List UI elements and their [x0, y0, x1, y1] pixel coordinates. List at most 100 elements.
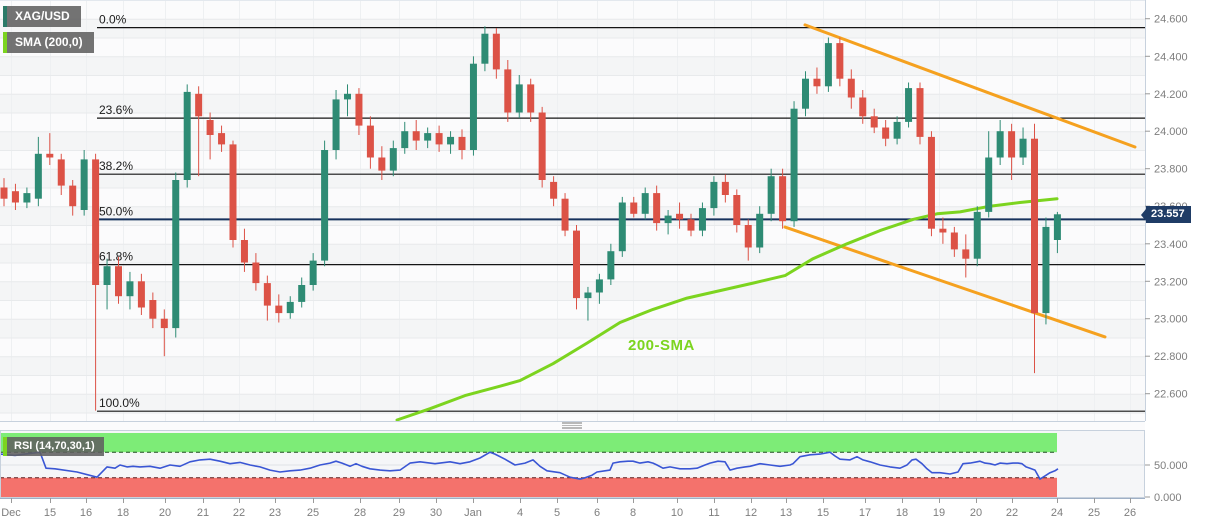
candle-body — [355, 93, 363, 126]
candle-body — [550, 181, 558, 199]
date-tick-label: 6 — [594, 507, 600, 519]
candle-body — [321, 150, 329, 261]
date-tick-label: 5 — [554, 507, 560, 519]
candle-body — [458, 136, 466, 150]
plot-stripe — [0, 225, 1145, 244]
rsi-line — [0, 451, 1059, 480]
candle-body — [389, 148, 397, 171]
symbol-legend-chip[interactable]: XAG/USD — [3, 6, 81, 27]
sma-legend-label: SMA (200,0) — [15, 35, 83, 49]
date-tick-label: 21 — [197, 507, 209, 519]
candle-body — [263, 283, 271, 306]
date-tick-label: 24 — [1051, 507, 1063, 519]
candle-body — [802, 78, 809, 109]
candle-body — [23, 193, 31, 203]
price-tick-label: 23.800 — [1154, 164, 1188, 176]
candle-body — [767, 176, 775, 214]
candle-body — [1031, 138, 1038, 314]
candle-body — [687, 219, 695, 231]
sma-callout-label: 200-SMA — [628, 337, 695, 354]
candle-body — [905, 88, 913, 122]
candle-body — [11, 191, 19, 203]
candle-body — [836, 43, 844, 79]
date-tick-label: 30 — [430, 507, 442, 519]
plot-stripe — [0, 187, 1145, 207]
pane-resize-handle[interactable] — [562, 422, 582, 429]
date-tick-label: 28 — [354, 507, 366, 519]
candle-body — [538, 112, 546, 180]
candle-body — [893, 121, 901, 139]
candle-body — [195, 93, 203, 117]
candle-body — [103, 266, 111, 285]
candle-body — [435, 133, 443, 145]
candle-body — [676, 213, 684, 220]
candle-body — [630, 202, 638, 214]
candle-body — [641, 193, 649, 214]
candle-body — [779, 176, 787, 222]
price-tick-label: 22.600 — [1154, 389, 1188, 401]
candle-body — [618, 202, 626, 252]
price-tick-label: 24.000 — [1154, 126, 1188, 138]
plot-stripe — [0, 243, 1145, 263]
candle-body — [80, 159, 88, 210]
candle-body — [504, 69, 512, 113]
candle-body — [240, 240, 248, 263]
candle-body — [1019, 138, 1027, 158]
candle-body — [160, 318, 168, 329]
date-tick-label: 25 — [1088, 507, 1100, 519]
date-tick-label: 11 — [708, 507, 719, 519]
candle-body — [309, 260, 317, 285]
plot-stripe — [0, 262, 1145, 282]
trendline-lower-support — [783, 225, 1107, 339]
date-tick-label: 13 — [780, 507, 792, 519]
candle-body — [595, 279, 603, 293]
date-tick-label: 22 — [233, 507, 245, 519]
plot-stripe — [0, 0, 1145, 19]
candle-body — [710, 181, 718, 209]
candle-body — [573, 230, 580, 299]
sma-legend-chip[interactable]: SMA (200,0) — [3, 32, 94, 53]
price-tick-label: 23.400 — [1154, 239, 1188, 251]
candle-body — [756, 213, 764, 248]
candle-body — [1053, 214, 1061, 240]
candle-body — [172, 180, 180, 329]
candle-body — [939, 228, 947, 233]
fib-level-label: 0.0% — [99, 13, 127, 27]
candle-body — [469, 63, 477, 151]
plot-stripe — [0, 375, 1145, 394]
candle-body — [859, 97, 867, 117]
candle-body — [252, 262, 260, 284]
price-tick-label: 24.200 — [1154, 89, 1188, 101]
rsi-oversold-band — [0, 477, 1057, 497]
date-tick-label: 20 — [159, 507, 171, 519]
candle-body — [664, 215, 672, 224]
date-tick-label: 26 — [1124, 507, 1136, 519]
candle-body — [847, 78, 855, 98]
candle-body — [34, 153, 42, 199]
rsi-legend-label: RSI (14,70,30,1) — [14, 440, 95, 452]
plot-stripe — [0, 93, 1145, 113]
candle-body — [584, 292, 592, 299]
date-tick-label: 18 — [117, 507, 129, 519]
plot-stripe — [0, 168, 1145, 188]
date-tick-label: 10 — [671, 507, 683, 519]
rsi-tick-label: 50.000 — [1154, 460, 1188, 472]
candle-body — [985, 157, 993, 212]
plot-stripe — [0, 337, 1145, 357]
candle-body — [813, 78, 821, 87]
price-tick-label: 23.200 — [1154, 276, 1188, 288]
candle-body — [115, 266, 122, 297]
candle-body — [996, 131, 1004, 158]
rsi-legend-chip[interactable]: RSI (14,70,30,1) — [3, 437, 104, 456]
fib-level-label: 61.8% — [99, 250, 133, 264]
candle-body — [206, 120, 214, 135]
candle-body — [653, 193, 661, 224]
candle-body — [698, 208, 706, 231]
plot-stripe — [0, 318, 1145, 338]
date-tick-label: 25 — [307, 507, 319, 519]
rsi-tick-label: 0.000 — [1154, 492, 1182, 504]
candle-body — [424, 133, 432, 141]
last-price-tag: 23.557 — [1141, 206, 1191, 224]
